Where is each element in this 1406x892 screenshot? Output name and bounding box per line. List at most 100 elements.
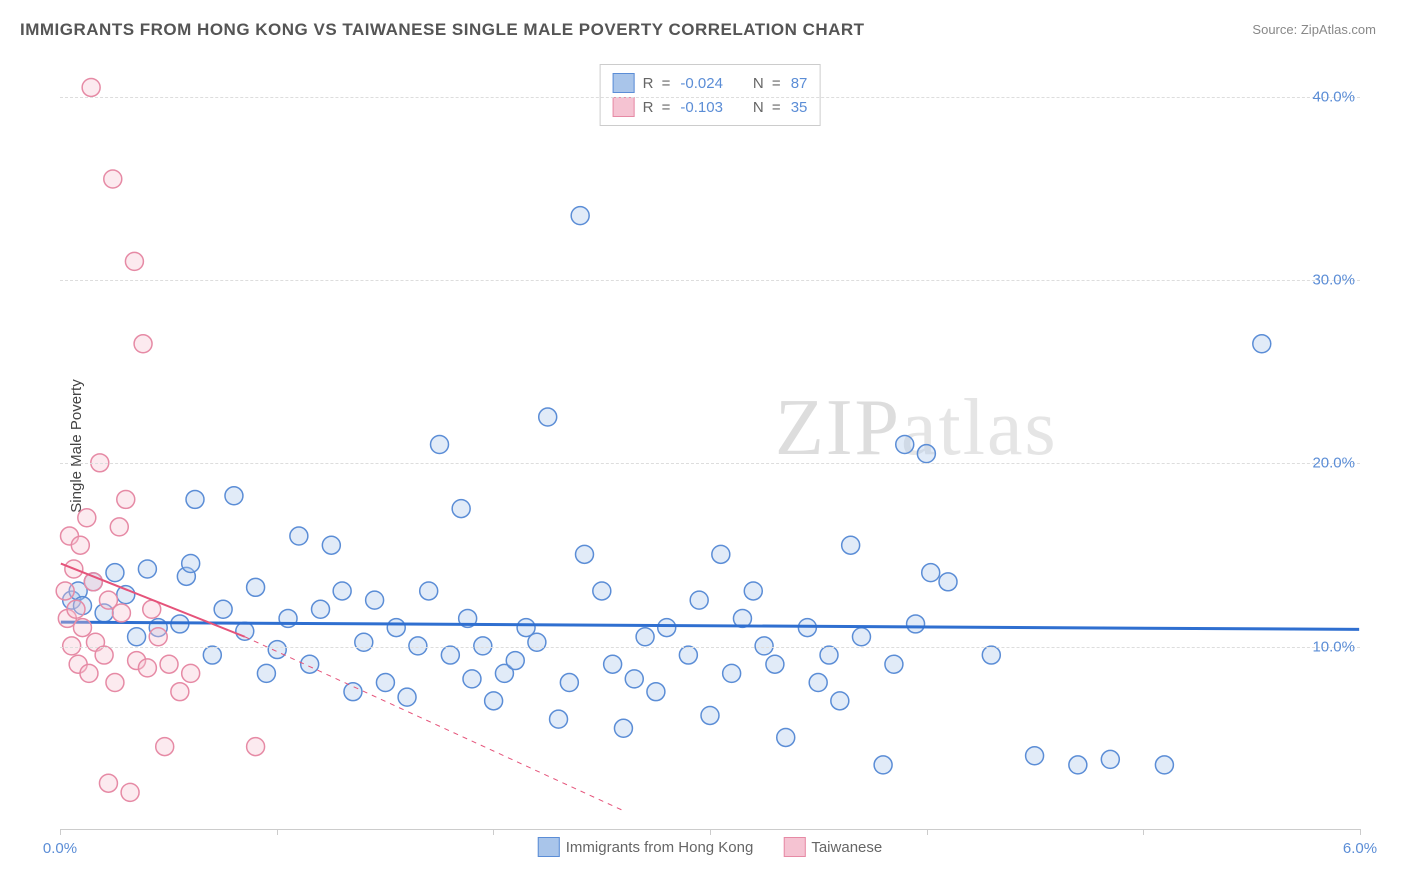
data-point-hk (1253, 335, 1271, 353)
data-point-hk (528, 633, 546, 651)
data-point-hk (398, 688, 416, 706)
data-point-hk (203, 646, 221, 664)
series-swatch-tw (783, 837, 805, 857)
data-point-tw (104, 170, 122, 188)
data-point-tw (67, 600, 85, 618)
gridline (60, 463, 1360, 464)
series-legend: Immigrants from Hong Kong Taiwanese (538, 837, 882, 857)
data-point-tw (106, 674, 124, 692)
data-point-hk (506, 652, 524, 670)
legend-swatch-tw (613, 97, 635, 117)
data-point-tw (171, 683, 189, 701)
data-point-hk (138, 560, 156, 578)
data-point-tw (156, 738, 174, 756)
legend-n-value-tw: 35 (791, 99, 808, 116)
x-tick-mark (493, 829, 494, 835)
data-point-tw (121, 783, 139, 801)
data-point-tw (138, 659, 156, 677)
source-attribution: Source: ZipAtlas.com (1252, 22, 1376, 37)
data-point-hk (1026, 747, 1044, 765)
data-point-tw (73, 619, 91, 637)
y-tick-label: 20.0% (1312, 455, 1355, 472)
x-tick-mark (927, 829, 928, 835)
legend-n-value-hk: 87 (791, 75, 808, 92)
data-point-hk (982, 646, 1000, 664)
data-point-hk (1101, 750, 1119, 768)
data-point-hk (658, 619, 676, 637)
data-point-hk (366, 591, 384, 609)
x-tick-mark (710, 829, 711, 835)
data-point-hk (896, 436, 914, 454)
data-point-tw (125, 252, 143, 270)
data-point-hk (604, 655, 622, 673)
data-point-hk (625, 670, 643, 688)
x-tick-mark (277, 829, 278, 835)
series-legend-item-hk: Immigrants from Hong Kong (538, 837, 754, 857)
trend-line-hk (61, 622, 1359, 629)
data-point-hk (831, 692, 849, 710)
series-swatch-hk (538, 837, 560, 857)
series-legend-item-tw: Taiwanese (783, 837, 882, 857)
legend-row-tw: R =-0.103N =35 (613, 95, 808, 119)
data-point-hk (387, 619, 405, 637)
data-point-tw (95, 646, 113, 664)
data-point-hk (333, 582, 351, 600)
data-point-hk (576, 545, 594, 563)
data-point-hk (247, 578, 265, 596)
data-point-hk (420, 582, 438, 600)
data-point-hk (939, 573, 957, 591)
data-point-hk (355, 633, 373, 651)
data-point-hk (679, 646, 697, 664)
data-point-tw (182, 664, 200, 682)
correlation-legend: R =-0.024N =87R =-0.103N =35 (600, 64, 821, 126)
data-point-hk (777, 728, 795, 746)
gridline (60, 280, 1360, 281)
data-point-hk (885, 655, 903, 673)
data-point-hk (690, 591, 708, 609)
series-label-hk: Immigrants from Hong Kong (566, 839, 754, 856)
y-tick-label: 10.0% (1312, 638, 1355, 655)
y-tick-label: 30.0% (1312, 272, 1355, 289)
y-tick-label: 40.0% (1312, 88, 1355, 105)
data-point-hk (376, 674, 394, 692)
data-point-hk (441, 646, 459, 664)
data-point-hk (550, 710, 568, 728)
data-point-tw (247, 738, 265, 756)
data-point-hk (907, 615, 925, 633)
data-point-hk (322, 536, 340, 554)
data-point-hk (186, 490, 204, 508)
data-point-tw (110, 518, 128, 536)
data-point-hk (1155, 756, 1173, 774)
data-point-hk (485, 692, 503, 710)
data-point-hk (344, 683, 362, 701)
data-point-hk (431, 436, 449, 454)
data-point-hk (744, 582, 762, 600)
x-tick-mark (1360, 829, 1361, 835)
legend-row-hk: R =-0.024N =87 (613, 71, 808, 95)
data-point-hk (874, 756, 892, 774)
data-point-tw (99, 774, 117, 792)
legend-swatch-hk (613, 73, 635, 93)
legend-r-value-hk: -0.024 (680, 75, 723, 92)
data-point-hk (257, 664, 275, 682)
data-point-hk (539, 408, 557, 426)
gridline (60, 647, 1360, 648)
data-point-hk (701, 706, 719, 724)
data-point-hk (852, 628, 870, 646)
x-tick-label: 6.0% (1343, 840, 1377, 857)
data-point-hk (571, 207, 589, 225)
data-point-hk (766, 655, 784, 673)
series-label-tw: Taiwanese (811, 839, 882, 856)
source-name: ZipAtlas.com (1301, 22, 1376, 37)
data-point-hk (917, 445, 935, 463)
data-point-hk (236, 622, 254, 640)
data-point-hk (723, 664, 741, 682)
gridline (60, 97, 1360, 98)
data-point-hk (636, 628, 654, 646)
x-tick-mark (1143, 829, 1144, 835)
data-point-tw (160, 655, 178, 673)
x-tick-mark (60, 829, 61, 835)
scatter-svg (60, 60, 1360, 829)
data-point-hk (1069, 756, 1087, 774)
data-point-tw (56, 582, 74, 600)
